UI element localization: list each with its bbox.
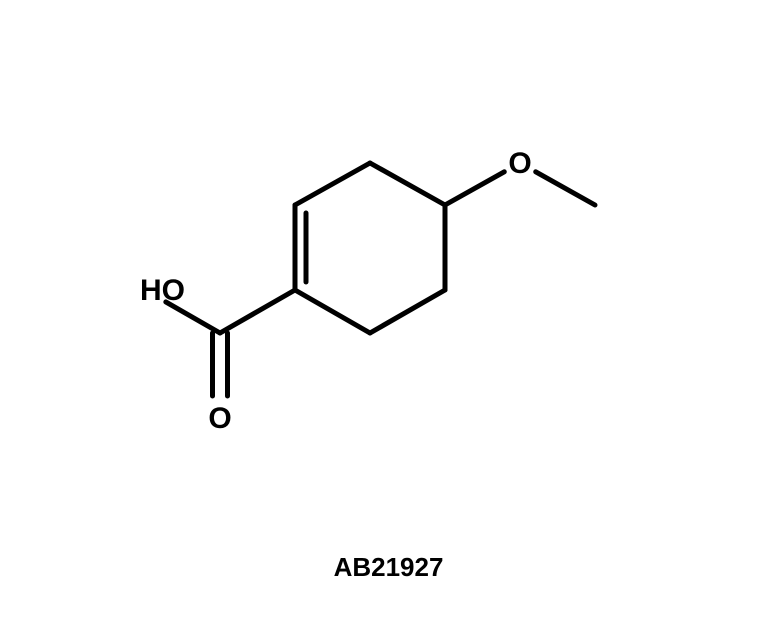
atom-label: O bbox=[208, 402, 231, 435]
bond-line bbox=[295, 290, 370, 333]
structure-container: O HO O AB21927 bbox=[0, 0, 777, 631]
bond-line bbox=[370, 163, 445, 205]
bond-line bbox=[295, 163, 370, 205]
bond-line bbox=[370, 290, 445, 333]
bond-line bbox=[536, 172, 595, 205]
bond-line bbox=[445, 172, 504, 205]
compound-id-caption: AB21927 bbox=[0, 552, 777, 583]
bond-line bbox=[220, 290, 295, 333]
molecule-svg: O HO O bbox=[0, 0, 777, 631]
atom-label: O bbox=[508, 147, 531, 180]
atom-label: HO bbox=[140, 274, 185, 307]
